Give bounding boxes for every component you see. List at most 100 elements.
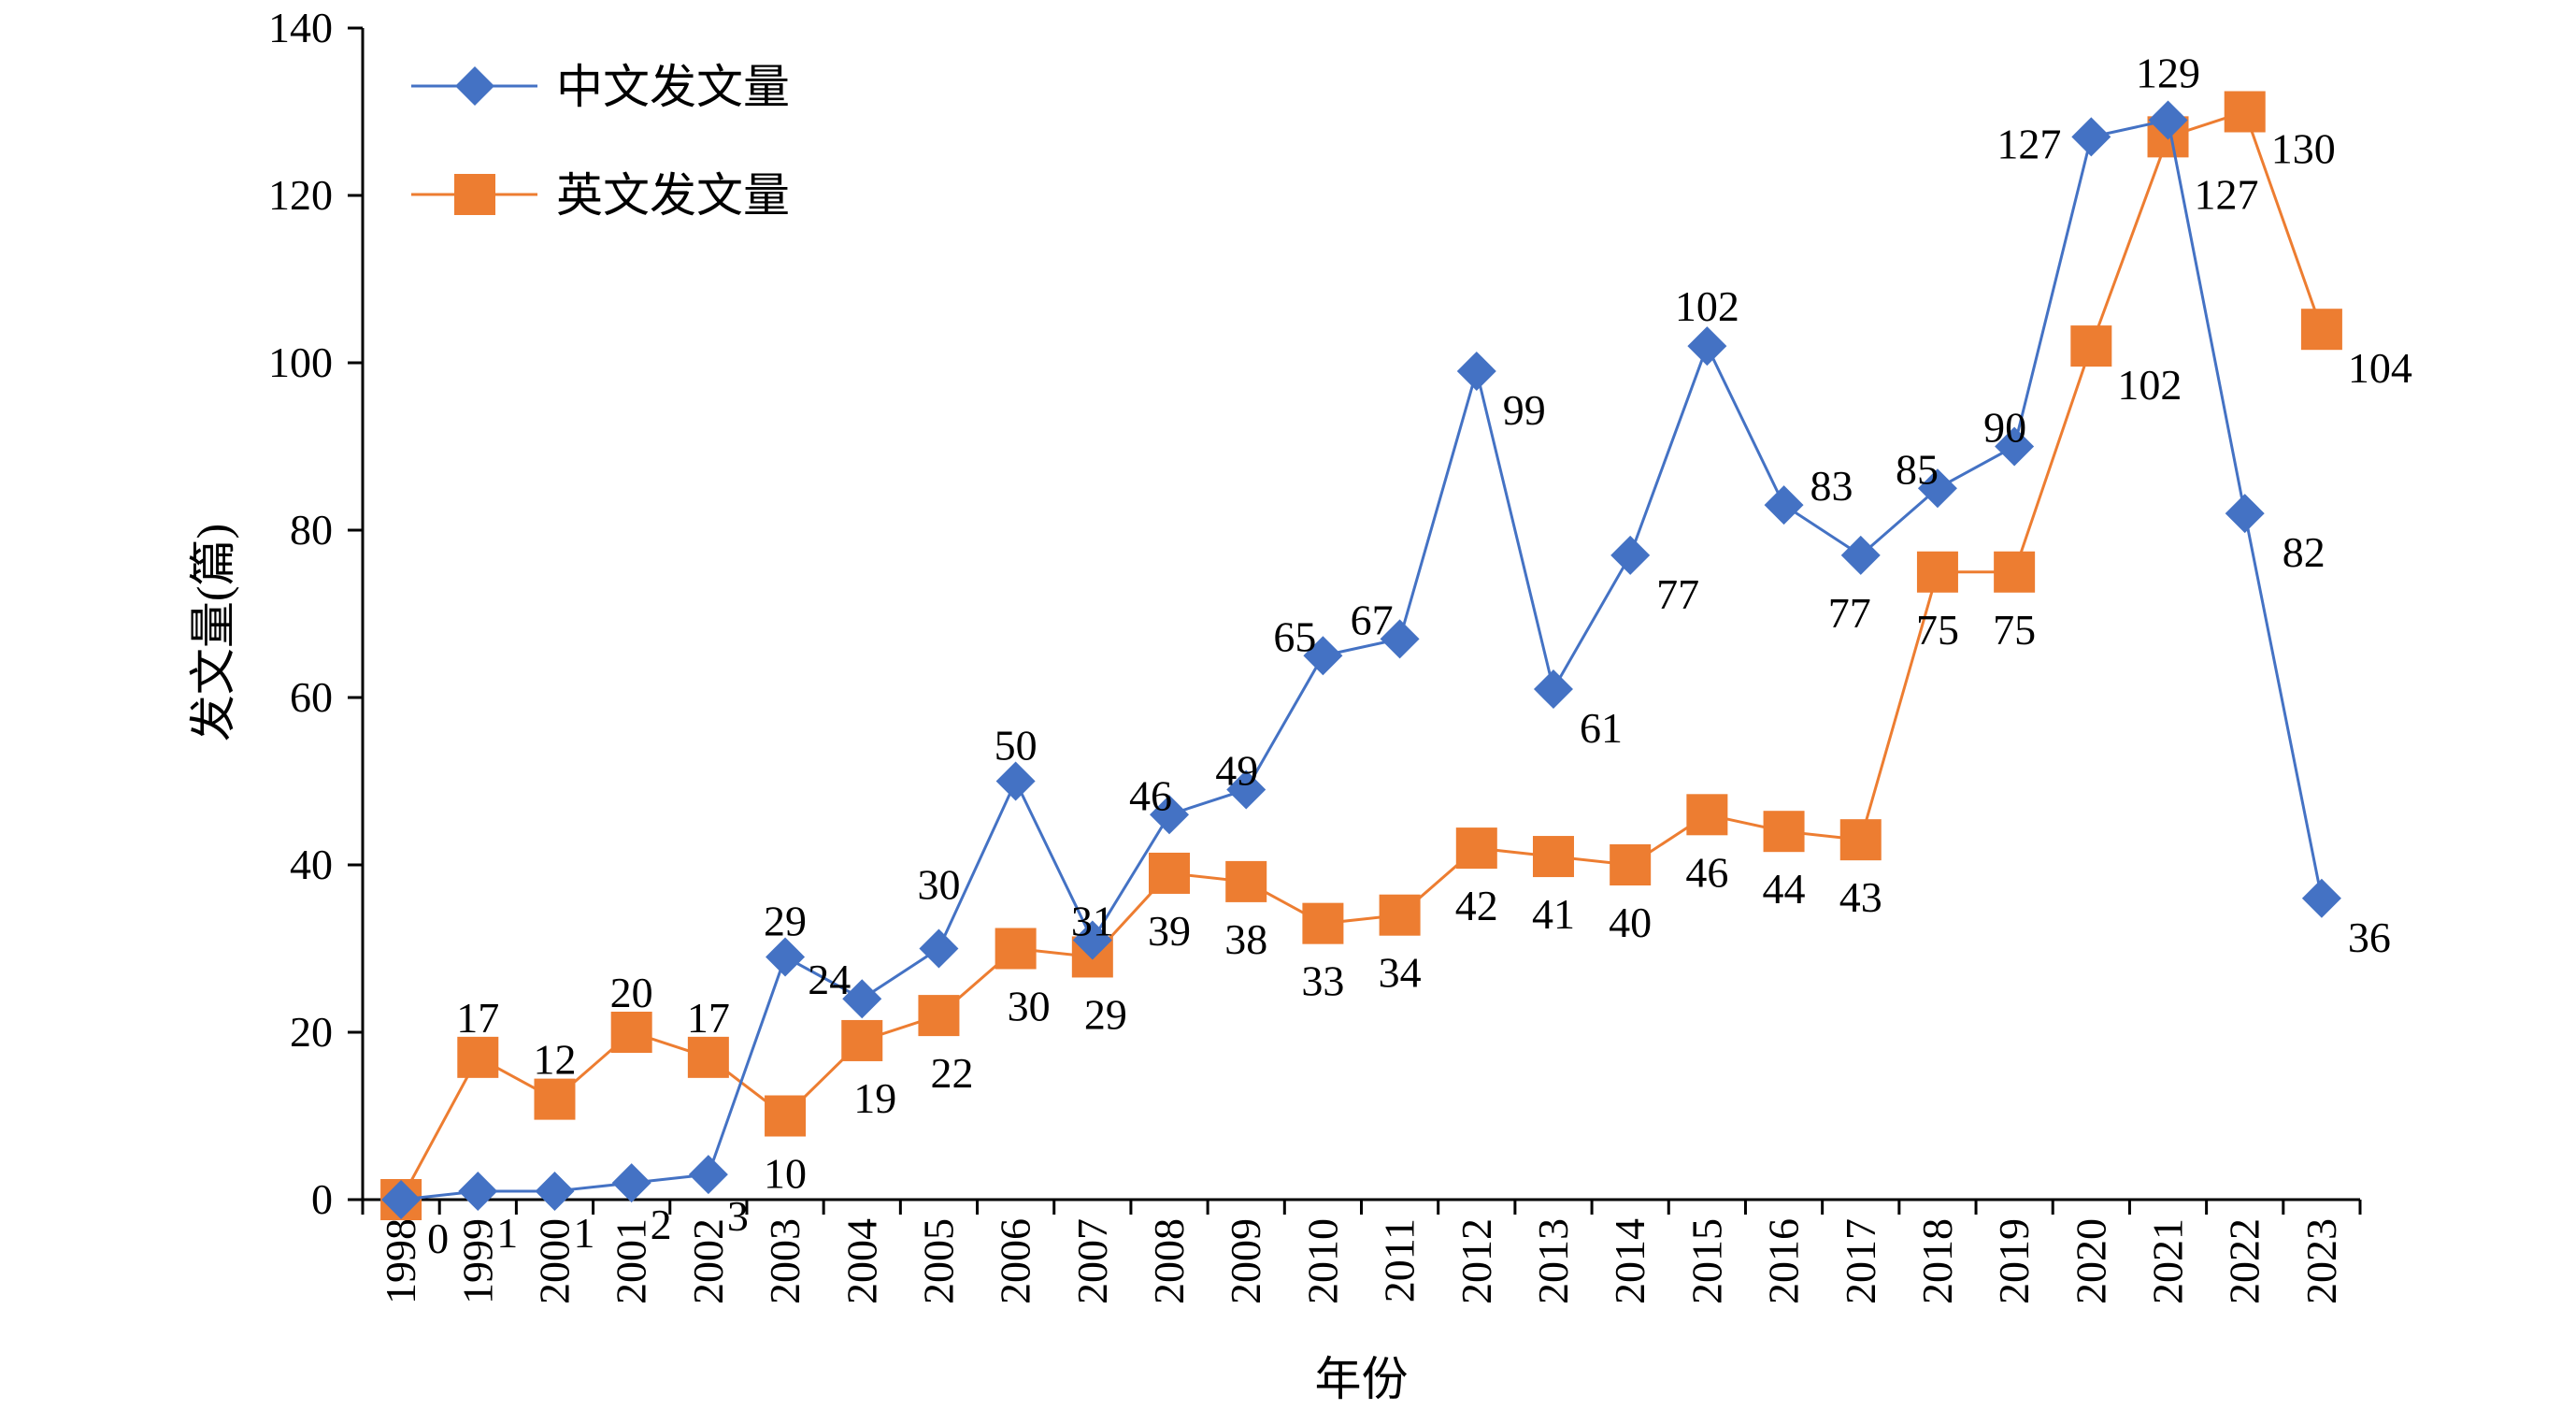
x-tick-label: 1999 — [453, 1218, 501, 1304]
data-label: 42 — [1455, 882, 1498, 929]
x-tick-label: 2000 — [530, 1218, 578, 1304]
data-point-square — [1916, 551, 1958, 593]
data-point-diamond — [842, 979, 882, 1019]
data-label: 129 — [2136, 49, 2200, 96]
data-point-square — [1994, 551, 2036, 593]
data-label: 75 — [1916, 606, 1959, 654]
legend-item: 中文发文量 — [411, 61, 790, 113]
data-label: 127 — [2195, 170, 2259, 218]
data-point-square — [1379, 894, 1421, 936]
x-tick-label: 2015 — [1682, 1218, 1730, 1304]
data-label: 43 — [1839, 873, 1882, 921]
series-english — [380, 91, 2342, 1220]
y-tick-label: 0 — [311, 1175, 333, 1223]
x-tick-label: 2005 — [914, 1218, 962, 1304]
data-label: 46 — [1129, 771, 1172, 819]
data-point-square — [918, 995, 960, 1037]
data-point-diamond — [1303, 636, 1343, 676]
data-label: 46 — [1685, 848, 1728, 896]
data-label: 36 — [2348, 914, 2391, 961]
data-label: 19 — [853, 1074, 896, 1122]
data-label: 0 — [427, 1215, 449, 1262]
data-point-diamond — [2148, 100, 2188, 140]
data-point-square — [995, 928, 1037, 970]
data-point-square — [2300, 309, 2342, 351]
data-label: 30 — [1008, 983, 1051, 1030]
data-label: 82 — [2283, 528, 2326, 576]
data-point-diamond — [1226, 770, 1267, 810]
y-tick-label: 40 — [290, 841, 333, 888]
x-tick-label: 2016 — [1760, 1218, 1808, 1304]
data-label: 102 — [2117, 361, 2182, 409]
data-point-square — [454, 174, 495, 215]
x-tick-label: 2008 — [1145, 1218, 1193, 1304]
legend-label: 中文发文量 — [556, 61, 790, 113]
data-point-diamond — [1533, 669, 1573, 710]
data-point-diamond — [458, 1172, 498, 1212]
data-point-square — [1686, 794, 1728, 836]
data-point-square — [2224, 91, 2266, 133]
data-point-diamond — [1764, 485, 1804, 525]
data-label: 41 — [1532, 890, 1575, 938]
data-point-square — [1455, 827, 1497, 870]
x-tick-label: 2011 — [1376, 1218, 1424, 1302]
y-tick-label: 80 — [290, 506, 333, 554]
data-label: 75 — [1993, 606, 2036, 654]
data-point-square — [457, 1036, 499, 1078]
x-tick-label: 2009 — [1222, 1218, 1269, 1304]
data-point-diamond — [2225, 494, 2265, 534]
data-point-square — [765, 1095, 807, 1137]
x-tick-label: 2006 — [992, 1218, 1039, 1304]
data-point-diamond — [1840, 535, 1881, 575]
data-label: 31 — [1071, 898, 1114, 945]
y-tick-label: 140 — [268, 4, 333, 51]
x-tick-label: 2022 — [2221, 1218, 2268, 1304]
data-point-diamond — [919, 928, 959, 969]
data-point-diamond — [1917, 468, 1957, 509]
x-tick-label: 2013 — [1529, 1218, 1577, 1304]
x-tick-label: 2003 — [761, 1218, 809, 1304]
data-label: 40 — [1609, 899, 1652, 946]
x-tick-label: 2001 — [608, 1218, 655, 1304]
data-label: 44 — [1763, 865, 1806, 913]
data-label: 85 — [1896, 445, 1939, 493]
data-label: 130 — [2271, 125, 2336, 173]
data-label: 1 — [496, 1209, 518, 1257]
x-tick-label: 2021 — [2144, 1218, 2192, 1304]
data-label: 65 — [1273, 612, 1316, 660]
data-point-square — [1763, 811, 1805, 853]
data-label: 17 — [687, 994, 730, 1042]
data-point-diamond — [1995, 426, 2035, 467]
x-tick-label: 2002 — [684, 1218, 732, 1304]
data-label: 83 — [1810, 462, 1853, 510]
x-tick-label: 2012 — [1453, 1218, 1500, 1304]
series-line — [400, 118, 2324, 1201]
data-label: 29 — [1084, 990, 1127, 1038]
y-tick-label: 60 — [290, 673, 333, 721]
legend-label: 英文发文量 — [556, 169, 790, 222]
data-point-square — [1149, 852, 1191, 894]
data-label: 12 — [533, 1036, 576, 1084]
data-point-square — [534, 1078, 576, 1120]
data-label: 102 — [1675, 282, 1739, 330]
data-label: 38 — [1224, 915, 1267, 963]
data-label: 2 — [651, 1201, 672, 1248]
data-label: 104 — [2348, 344, 2412, 392]
data-point-diamond — [1610, 535, 1651, 575]
data-label: 67 — [1351, 596, 1394, 643]
data-label: 30 — [917, 861, 960, 909]
data-point-square — [1302, 902, 1344, 944]
data-point-diamond — [2301, 878, 2341, 918]
data-label: 3 — [727, 1192, 749, 1240]
data-point-square — [687, 1036, 729, 1078]
data-point-diamond — [611, 1163, 651, 1203]
y-axis-title: 发文量(篇) — [187, 524, 239, 741]
y-tick-label: 120 — [268, 171, 333, 219]
data-point-diamond — [2071, 117, 2111, 157]
data-label: 49 — [1215, 746, 1258, 794]
x-tick-label: 2019 — [1990, 1218, 2038, 1304]
